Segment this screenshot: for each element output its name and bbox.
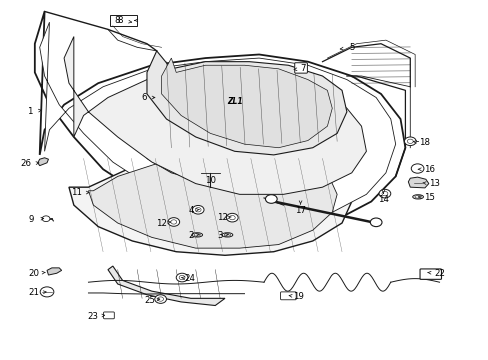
Polygon shape xyxy=(40,22,395,223)
FancyBboxPatch shape xyxy=(280,292,296,300)
Circle shape xyxy=(378,189,390,198)
Text: 5: 5 xyxy=(348,43,354,52)
Text: 20: 20 xyxy=(28,269,39,278)
Text: 15: 15 xyxy=(424,193,434,202)
Polygon shape xyxy=(47,268,61,275)
Text: 13: 13 xyxy=(428,179,439,188)
Text: 16: 16 xyxy=(424,165,434,174)
Text: 8: 8 xyxy=(117,16,122,25)
Circle shape xyxy=(42,216,50,222)
Polygon shape xyxy=(64,37,366,194)
Text: 4: 4 xyxy=(188,206,193,215)
Text: 25: 25 xyxy=(143,296,155,305)
Text: 8: 8 xyxy=(114,16,119,25)
Text: 11: 11 xyxy=(71,188,81,197)
FancyBboxPatch shape xyxy=(294,63,307,73)
Circle shape xyxy=(404,137,415,145)
Text: 10: 10 xyxy=(204,176,215,185)
Ellipse shape xyxy=(191,233,202,237)
Polygon shape xyxy=(38,158,48,166)
Circle shape xyxy=(265,195,277,203)
Text: 9: 9 xyxy=(28,215,34,224)
Polygon shape xyxy=(88,151,336,248)
FancyBboxPatch shape xyxy=(419,269,441,279)
Polygon shape xyxy=(69,148,351,255)
Circle shape xyxy=(40,287,54,297)
Ellipse shape xyxy=(222,233,232,237)
Text: ZL1: ZL1 xyxy=(226,96,242,105)
Text: 17: 17 xyxy=(294,206,305,215)
Circle shape xyxy=(226,213,238,222)
Text: 6: 6 xyxy=(142,93,147,102)
Text: 26: 26 xyxy=(20,159,32,168)
Polygon shape xyxy=(161,58,331,148)
Text: 21: 21 xyxy=(28,288,39,297)
Circle shape xyxy=(167,218,179,226)
Ellipse shape xyxy=(412,195,423,199)
Text: 14: 14 xyxy=(377,195,388,204)
Polygon shape xyxy=(407,177,428,188)
Polygon shape xyxy=(108,266,224,306)
Text: 22: 22 xyxy=(433,269,444,278)
FancyBboxPatch shape xyxy=(103,312,114,319)
Circle shape xyxy=(155,295,166,303)
Text: 12: 12 xyxy=(217,213,227,222)
Circle shape xyxy=(410,164,423,173)
Polygon shape xyxy=(147,51,346,155)
Text: 18: 18 xyxy=(419,138,429,147)
Polygon shape xyxy=(35,12,405,230)
Text: 19: 19 xyxy=(292,292,303,301)
Text: 7: 7 xyxy=(300,64,305,73)
Circle shape xyxy=(192,206,203,214)
Text: 3: 3 xyxy=(217,231,223,240)
Circle shape xyxy=(176,273,187,282)
Text: 23: 23 xyxy=(87,312,98,321)
Circle shape xyxy=(369,218,381,226)
Text: 12: 12 xyxy=(156,219,167,228)
Text: 1: 1 xyxy=(27,107,33,116)
Text: 24: 24 xyxy=(184,274,195,283)
Text: 2: 2 xyxy=(188,231,193,240)
